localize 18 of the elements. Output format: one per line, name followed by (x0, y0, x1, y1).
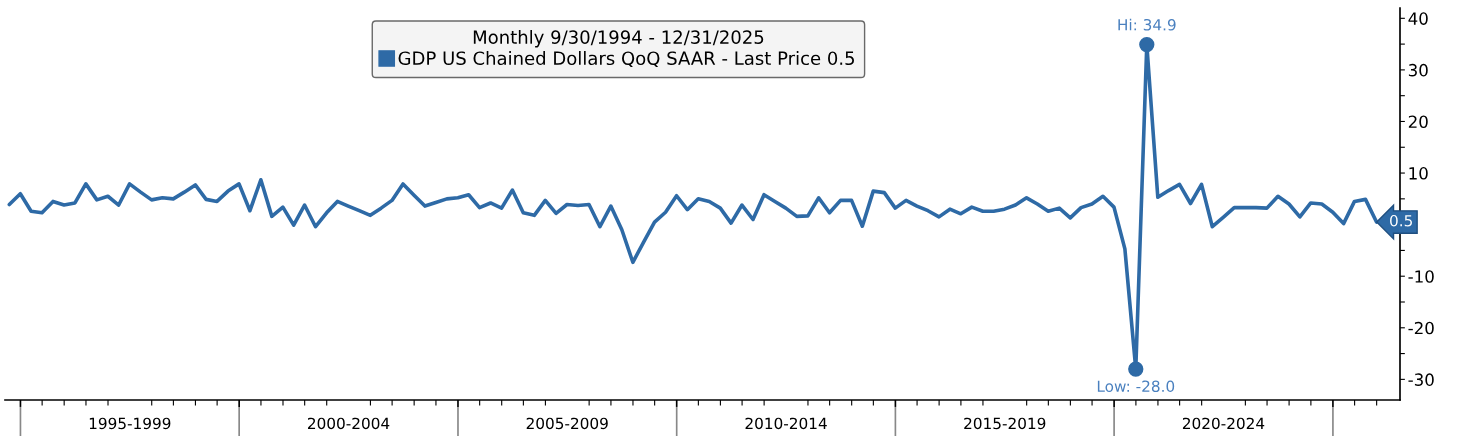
y-tick-label: -10 (1408, 270, 1434, 283)
y-tick-label: 30 (1408, 63, 1428, 77)
x-tick-label: 2010-2014 (745, 417, 827, 430)
x-tick-label: 2000-2004 (307, 417, 390, 430)
annotation: Hi: 34.9 (1118, 18, 1176, 31)
x-tick-label: 2015-2019 (964, 417, 1046, 430)
x-tick-label: 2020-2024 (1182, 417, 1265, 430)
data-label: 0.5 (1390, 214, 1412, 227)
annotation: Low: -28.0 (1097, 380, 1175, 392)
x-tick-label: 1995-1999 (89, 417, 171, 430)
y-tick-label: -30 (1408, 373, 1434, 386)
y-tick-label: 40 (1408, 12, 1428, 25)
legend-label: GDP US Chained Dollars QoQ SAAR - Last Price 0.5 (398, 51, 854, 68)
y-tick-label: 20 (1408, 115, 1428, 129)
y-tick-label: 10 (1409, 167, 1428, 180)
legend-title: Monthly 9/30/1994 - 12/31/2025 (473, 29, 764, 48)
x-tick-label: 2005-2009 (526, 417, 608, 430)
y-tick-label: -20 (1408, 321, 1434, 335)
